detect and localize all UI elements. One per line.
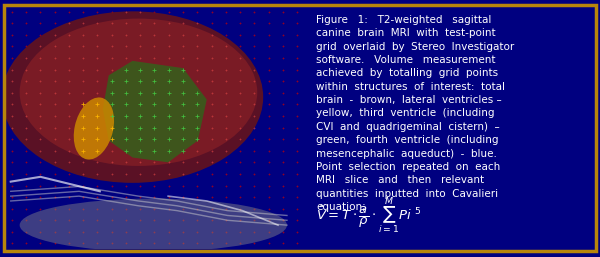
Ellipse shape	[2, 11, 263, 183]
Ellipse shape	[20, 199, 287, 252]
Text: Figure   1:   T2-weighted   sagittal
canine  brain  MRI  with  test-point
grid  : Figure 1: T2-weighted sagittal canine br…	[316, 15, 515, 212]
Polygon shape	[103, 61, 207, 162]
Ellipse shape	[20, 19, 257, 166]
Ellipse shape	[74, 97, 114, 160]
Text: $\hat{V} = T \cdot \dfrac{a}{\rho} \cdot \sum_{i=1}^{M} Pi \ ^{5}$: $\hat{V} = T \cdot \dfrac{a}{\rho} \cdot…	[316, 195, 422, 236]
